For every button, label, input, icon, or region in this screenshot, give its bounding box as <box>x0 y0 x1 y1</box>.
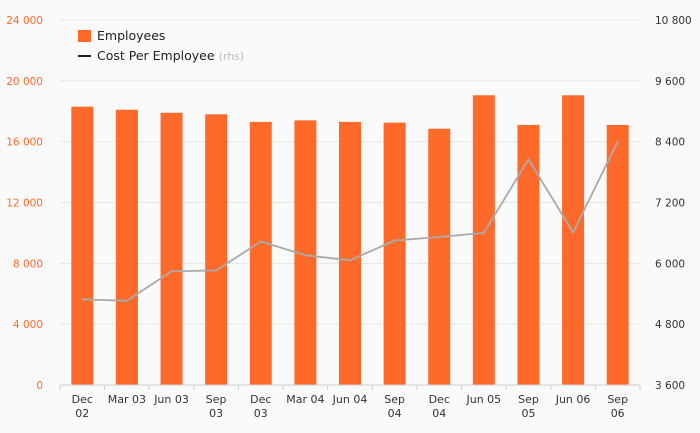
employees-bar <box>428 128 451 386</box>
x-tick-label: 04 <box>388 407 402 420</box>
employees-bar <box>115 109 138 386</box>
employees-bar <box>606 124 629 385</box>
x-tick-label: 06 <box>611 407 625 420</box>
cost-per-employee-point <box>572 231 574 234</box>
x-tick-label: Dec <box>429 393 450 406</box>
y-left-tick-label: 0 <box>36 380 43 392</box>
y-left-tick-label: 24 000 <box>6 15 43 27</box>
legend-label-cost-per-employee: Cost Per Employee (rhs) <box>97 48 244 63</box>
y-right-tick-label: 10 800 <box>655 15 692 27</box>
legend-label-cost-per-employee-text: Cost Per Employee <box>97 48 215 63</box>
x-tick-label: Sep <box>607 393 628 406</box>
x-tick-label: Sep <box>518 393 539 406</box>
x-tick-label: Mar 04 <box>286 393 324 406</box>
legend-swatch-employees <box>78 30 91 42</box>
employees-bar <box>160 112 183 385</box>
employees-bar <box>383 122 406 385</box>
legend-label-employees: Employees <box>97 28 165 43</box>
x-tick-label: 03 <box>254 407 268 420</box>
y-right-tick-label: 9 600 <box>655 76 685 88</box>
x-tick-label: 02 <box>75 407 89 420</box>
cost-per-employee-point <box>438 236 441 238</box>
y-left-tick-label: 20 000 <box>6 76 43 88</box>
x-tick-label: Jun 05 <box>466 393 502 406</box>
cost-per-employee-point <box>393 239 396 242</box>
cost-per-employee-point <box>616 140 619 143</box>
employees-bar <box>71 106 94 385</box>
axes: 0 4 000 8 000 12 000 16 000 20 000 24 000 3 600… <box>6 15 692 420</box>
y-left-tick-label: 4 000 <box>13 319 43 331</box>
y-left-tick-label: 16 000 <box>6 137 43 149</box>
y-left-tick-label: 12 000 <box>6 198 43 210</box>
legend-label-rhs-note: (rhs) <box>219 50 245 63</box>
employees-bar <box>517 124 540 385</box>
employees-bar <box>249 121 272 385</box>
x-tick-label: Sep <box>206 393 227 406</box>
y-right-tick-label: 4 800 <box>655 319 685 331</box>
x-tick-label: Jun 06 <box>555 393 591 406</box>
y-right-tick-label: 8 400 <box>655 137 685 149</box>
employees-bar <box>339 121 361 385</box>
y-right-tick-label: 7 200 <box>655 198 685 210</box>
cost-per-employee-line <box>81 140 619 302</box>
employees-bar <box>472 95 495 385</box>
x-tick-label: Mar 03 <box>108 393 146 406</box>
employees-bar <box>562 95 585 385</box>
x-tick-label: Jun 04 <box>332 393 368 406</box>
cost-per-employee-point <box>349 259 351 262</box>
cost-per-employee-point <box>527 158 530 161</box>
cost-per-employee-point <box>259 240 262 243</box>
y-right-tick-label: 6 000 <box>655 258 685 270</box>
employees-bar <box>294 120 317 385</box>
x-tick-label: Dec <box>72 393 93 406</box>
legend: Employees Cost Per Employee (rhs) <box>78 28 244 63</box>
x-tick-label: 05 <box>521 407 535 420</box>
cost-per-employee-point <box>215 269 218 272</box>
x-tick-label: Dec <box>250 393 271 406</box>
cost-per-employee-point <box>304 254 307 257</box>
x-tick-label: Sep <box>384 393 405 406</box>
cost-per-employee-point <box>81 298 84 301</box>
x-tick-label: 04 <box>432 407 446 420</box>
employees-bar <box>205 114 228 386</box>
employees-bars <box>71 95 629 386</box>
cost-per-employee-point <box>170 270 173 273</box>
y-right-tick-label: 3 600 <box>655 380 685 392</box>
x-tick-label: 03 <box>209 407 223 420</box>
cost-per-employee-point <box>482 232 485 234</box>
y-left-tick-label: 8 000 <box>13 258 43 270</box>
x-tick-label: Jun 03 <box>153 393 189 406</box>
cost-per-employee-point <box>126 299 128 302</box>
